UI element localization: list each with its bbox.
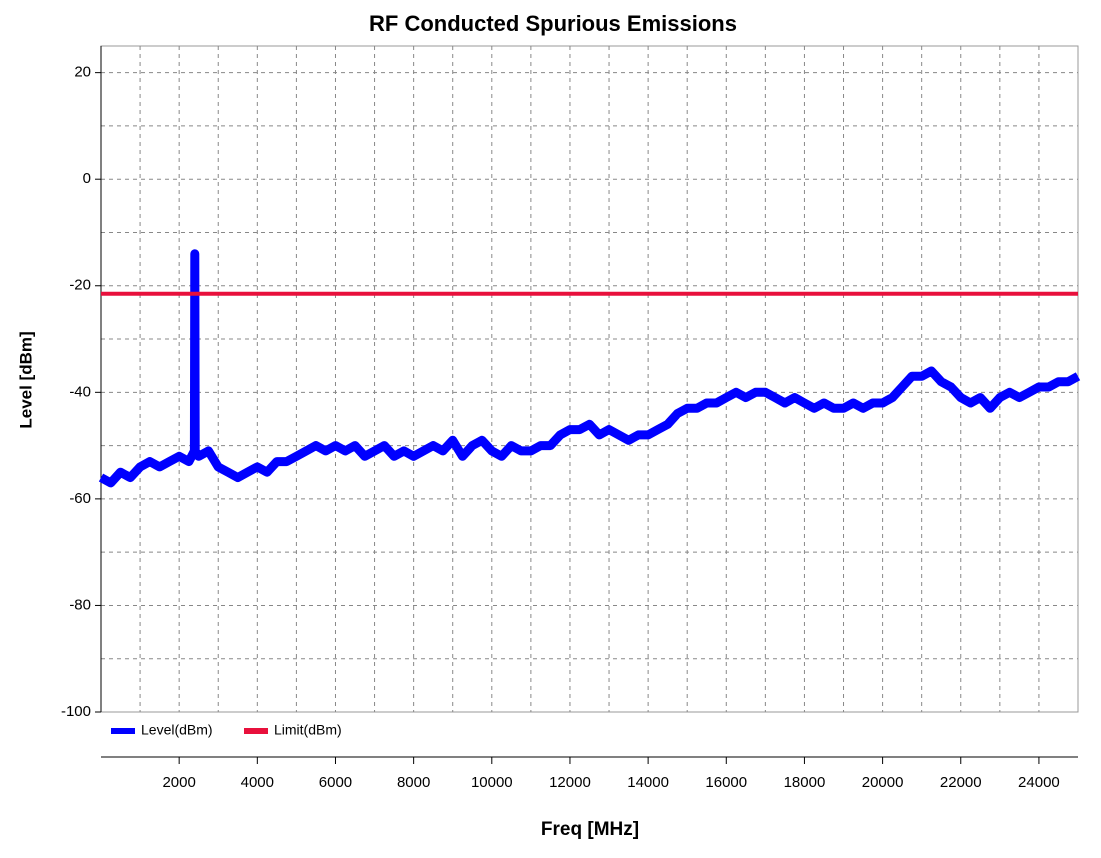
x-tick-label: 20000	[862, 774, 904, 791]
x-tick-label: 14000	[627, 774, 669, 791]
y-tick-label: -60	[69, 490, 91, 507]
chart-title: RF Conducted Spurious Emissions	[369, 11, 737, 36]
x-axis-label: Freq [MHz]	[541, 819, 639, 840]
y-tick-label: -100	[61, 703, 91, 720]
x-tick-label: 12000	[549, 774, 591, 791]
x-tick-label: 2000	[162, 774, 195, 791]
legend-swatch	[244, 728, 268, 734]
x-tick-label: 8000	[397, 774, 430, 791]
legend-label: Limit(dBm)	[274, 722, 342, 738]
x-tick-label: 10000	[471, 774, 513, 791]
y-tick-label: 0	[83, 170, 91, 187]
y-tick-label: -80	[69, 596, 91, 613]
y-tick-label: -20	[69, 277, 91, 294]
y-tick-label: -40	[69, 383, 91, 400]
y-axis-label: Level [dBm]	[16, 331, 35, 428]
x-tick-label: 24000	[1018, 774, 1060, 791]
x-tick-label: 22000	[940, 774, 982, 791]
legend-swatch	[111, 728, 135, 734]
x-tick-label: 6000	[319, 774, 352, 791]
x-tick-label: 16000	[705, 774, 747, 791]
series-line	[98, 249, 1081, 488]
x-tick-label: 18000	[784, 774, 826, 791]
y-tick-label: 20	[74, 64, 91, 81]
legend-label: Level(dBm)	[141, 722, 213, 738]
plot-area	[100, 45, 1079, 713]
x-tick-label: 4000	[241, 774, 274, 791]
